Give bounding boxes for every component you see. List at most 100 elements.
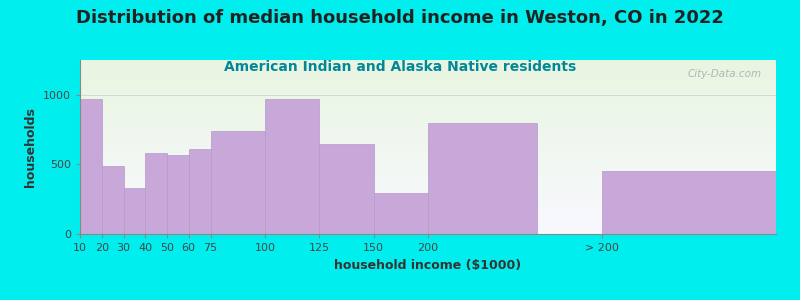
Bar [80,194,776,195]
Bar [319,143,374,234]
Bar [80,92,776,94]
Bar [80,90,776,91]
Bar [80,158,776,159]
Bar [80,130,776,131]
Bar [602,171,776,234]
Bar [80,172,776,174]
Bar [80,88,776,89]
Bar [80,205,776,206]
Bar [80,95,776,96]
Bar [80,133,776,134]
Text: City-Data.com: City-Data.com [688,69,762,79]
Bar [80,179,776,181]
Bar [80,81,776,82]
Bar [80,131,776,132]
Y-axis label: households: households [25,107,38,187]
Bar [80,185,776,186]
Bar [80,100,776,102]
Bar [80,210,776,211]
Bar [80,168,776,169]
Bar [80,178,776,179]
Bar [80,83,776,84]
Bar [80,140,776,141]
Bar [80,211,776,212]
Bar [80,103,776,104]
Bar [80,143,776,145]
Bar [80,124,776,125]
Bar [80,76,776,77]
Bar [80,115,776,116]
Bar [80,85,776,87]
Bar [80,96,776,97]
Bar [80,213,776,214]
Bar [80,120,776,122]
Text: Distribution of median household income in Weston, CO in 2022: Distribution of median household income … [76,9,724,27]
Bar [80,66,776,67]
Bar [80,204,776,205]
Bar [80,126,776,127]
Bar [80,104,776,105]
Bar [80,64,776,66]
Bar [80,212,776,213]
Bar [80,87,776,88]
Bar [80,167,776,168]
Bar [80,215,776,217]
Bar [210,131,265,234]
Bar [80,138,776,139]
Bar [80,123,776,124]
Bar [80,152,776,153]
Bar [80,176,776,177]
Bar [80,73,776,74]
Bar [80,218,776,219]
Bar [80,146,776,147]
Bar [80,79,776,80]
Bar [80,111,776,112]
Bar [374,193,428,234]
Bar [80,207,776,208]
Bar [80,225,776,226]
Bar [80,203,776,204]
Bar [80,117,776,118]
Bar [80,135,776,136]
Bar [80,206,776,207]
Bar [428,123,537,234]
Bar [80,119,776,120]
Bar [80,155,776,156]
Bar [80,199,776,200]
Bar [80,192,776,194]
Bar [80,217,776,218]
Bar [80,148,776,149]
Bar [80,188,776,189]
X-axis label: household income ($1000): household income ($1000) [334,259,522,272]
Bar [80,125,776,126]
Bar [80,195,776,196]
Bar [80,191,776,192]
Bar [80,190,776,191]
Bar [80,196,776,197]
Bar [80,177,776,178]
Bar [80,156,776,158]
Bar [80,141,776,142]
Bar [80,75,776,76]
Bar [80,183,776,184]
Bar [80,145,776,146]
Bar [80,202,776,203]
Bar [80,230,776,232]
Bar [80,162,776,163]
Bar [80,102,776,103]
Bar [80,132,776,133]
Bar [80,214,776,215]
Bar [80,80,776,81]
Bar [80,127,776,128]
Bar [80,170,776,171]
Bar [80,110,776,111]
Bar [80,112,776,113]
Bar [80,116,776,117]
Bar [80,151,776,152]
Bar [80,69,776,70]
Bar [80,166,776,167]
Bar [189,149,222,234]
Bar [80,174,776,175]
Bar [80,89,776,90]
Bar [80,220,776,221]
